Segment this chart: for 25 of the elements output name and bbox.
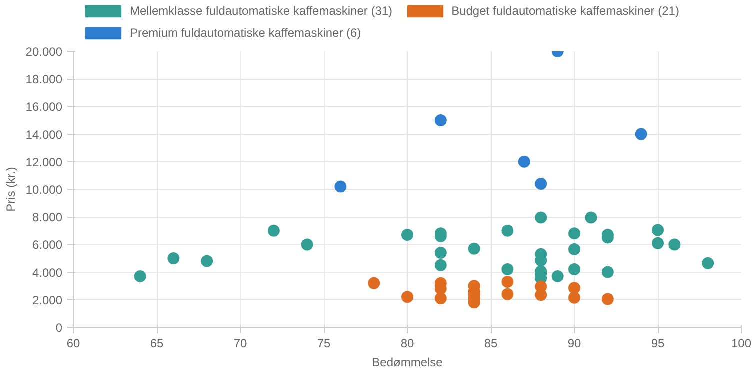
legend-label: Mellemklasse fuldautomatiske kaffemaskiner (31): [130, 4, 393, 18]
x-tick-label: 100: [731, 336, 752, 350]
x-tick-label: 70: [234, 336, 248, 350]
x-tick-label: 75: [317, 336, 331, 350]
legend-label: Budget fuldautomatiske kaffemaskiner (21): [452, 4, 680, 18]
y-axis-title: Pris (kr.): [4, 167, 18, 212]
x-tick-label: 95: [651, 336, 665, 350]
y-tick-label: 12.000: [26, 155, 63, 170]
y-tick-label: 2.000: [32, 293, 63, 308]
x-axis-title: Bedømmelse: [372, 356, 444, 370]
x-tick-label: 60: [66, 336, 80, 350]
y-tick-label: 14.000: [26, 128, 63, 142]
y-tick-label: 0: [56, 321, 63, 335]
y-tick-label: 18.000: [26, 72, 63, 87]
y-tick-label: 8.000: [32, 210, 63, 225]
x-tick-label: 65: [150, 336, 164, 350]
y-tick-label: 20.000: [26, 45, 63, 59]
y-tick-label: 10.000: [26, 183, 63, 197]
x-tick-label: 90: [568, 336, 582, 350]
y-tick-label: 6.000: [32, 238, 63, 252]
y-tick-label: 16.000: [26, 100, 63, 114]
x-tick-label: 80: [400, 336, 414, 350]
x-tick-label: 85: [484, 336, 498, 350]
y-tick-label: 4.000: [32, 266, 63, 280]
legend-label: Premium fuldautomatiske kaffemaskiner (6): [130, 26, 362, 40]
